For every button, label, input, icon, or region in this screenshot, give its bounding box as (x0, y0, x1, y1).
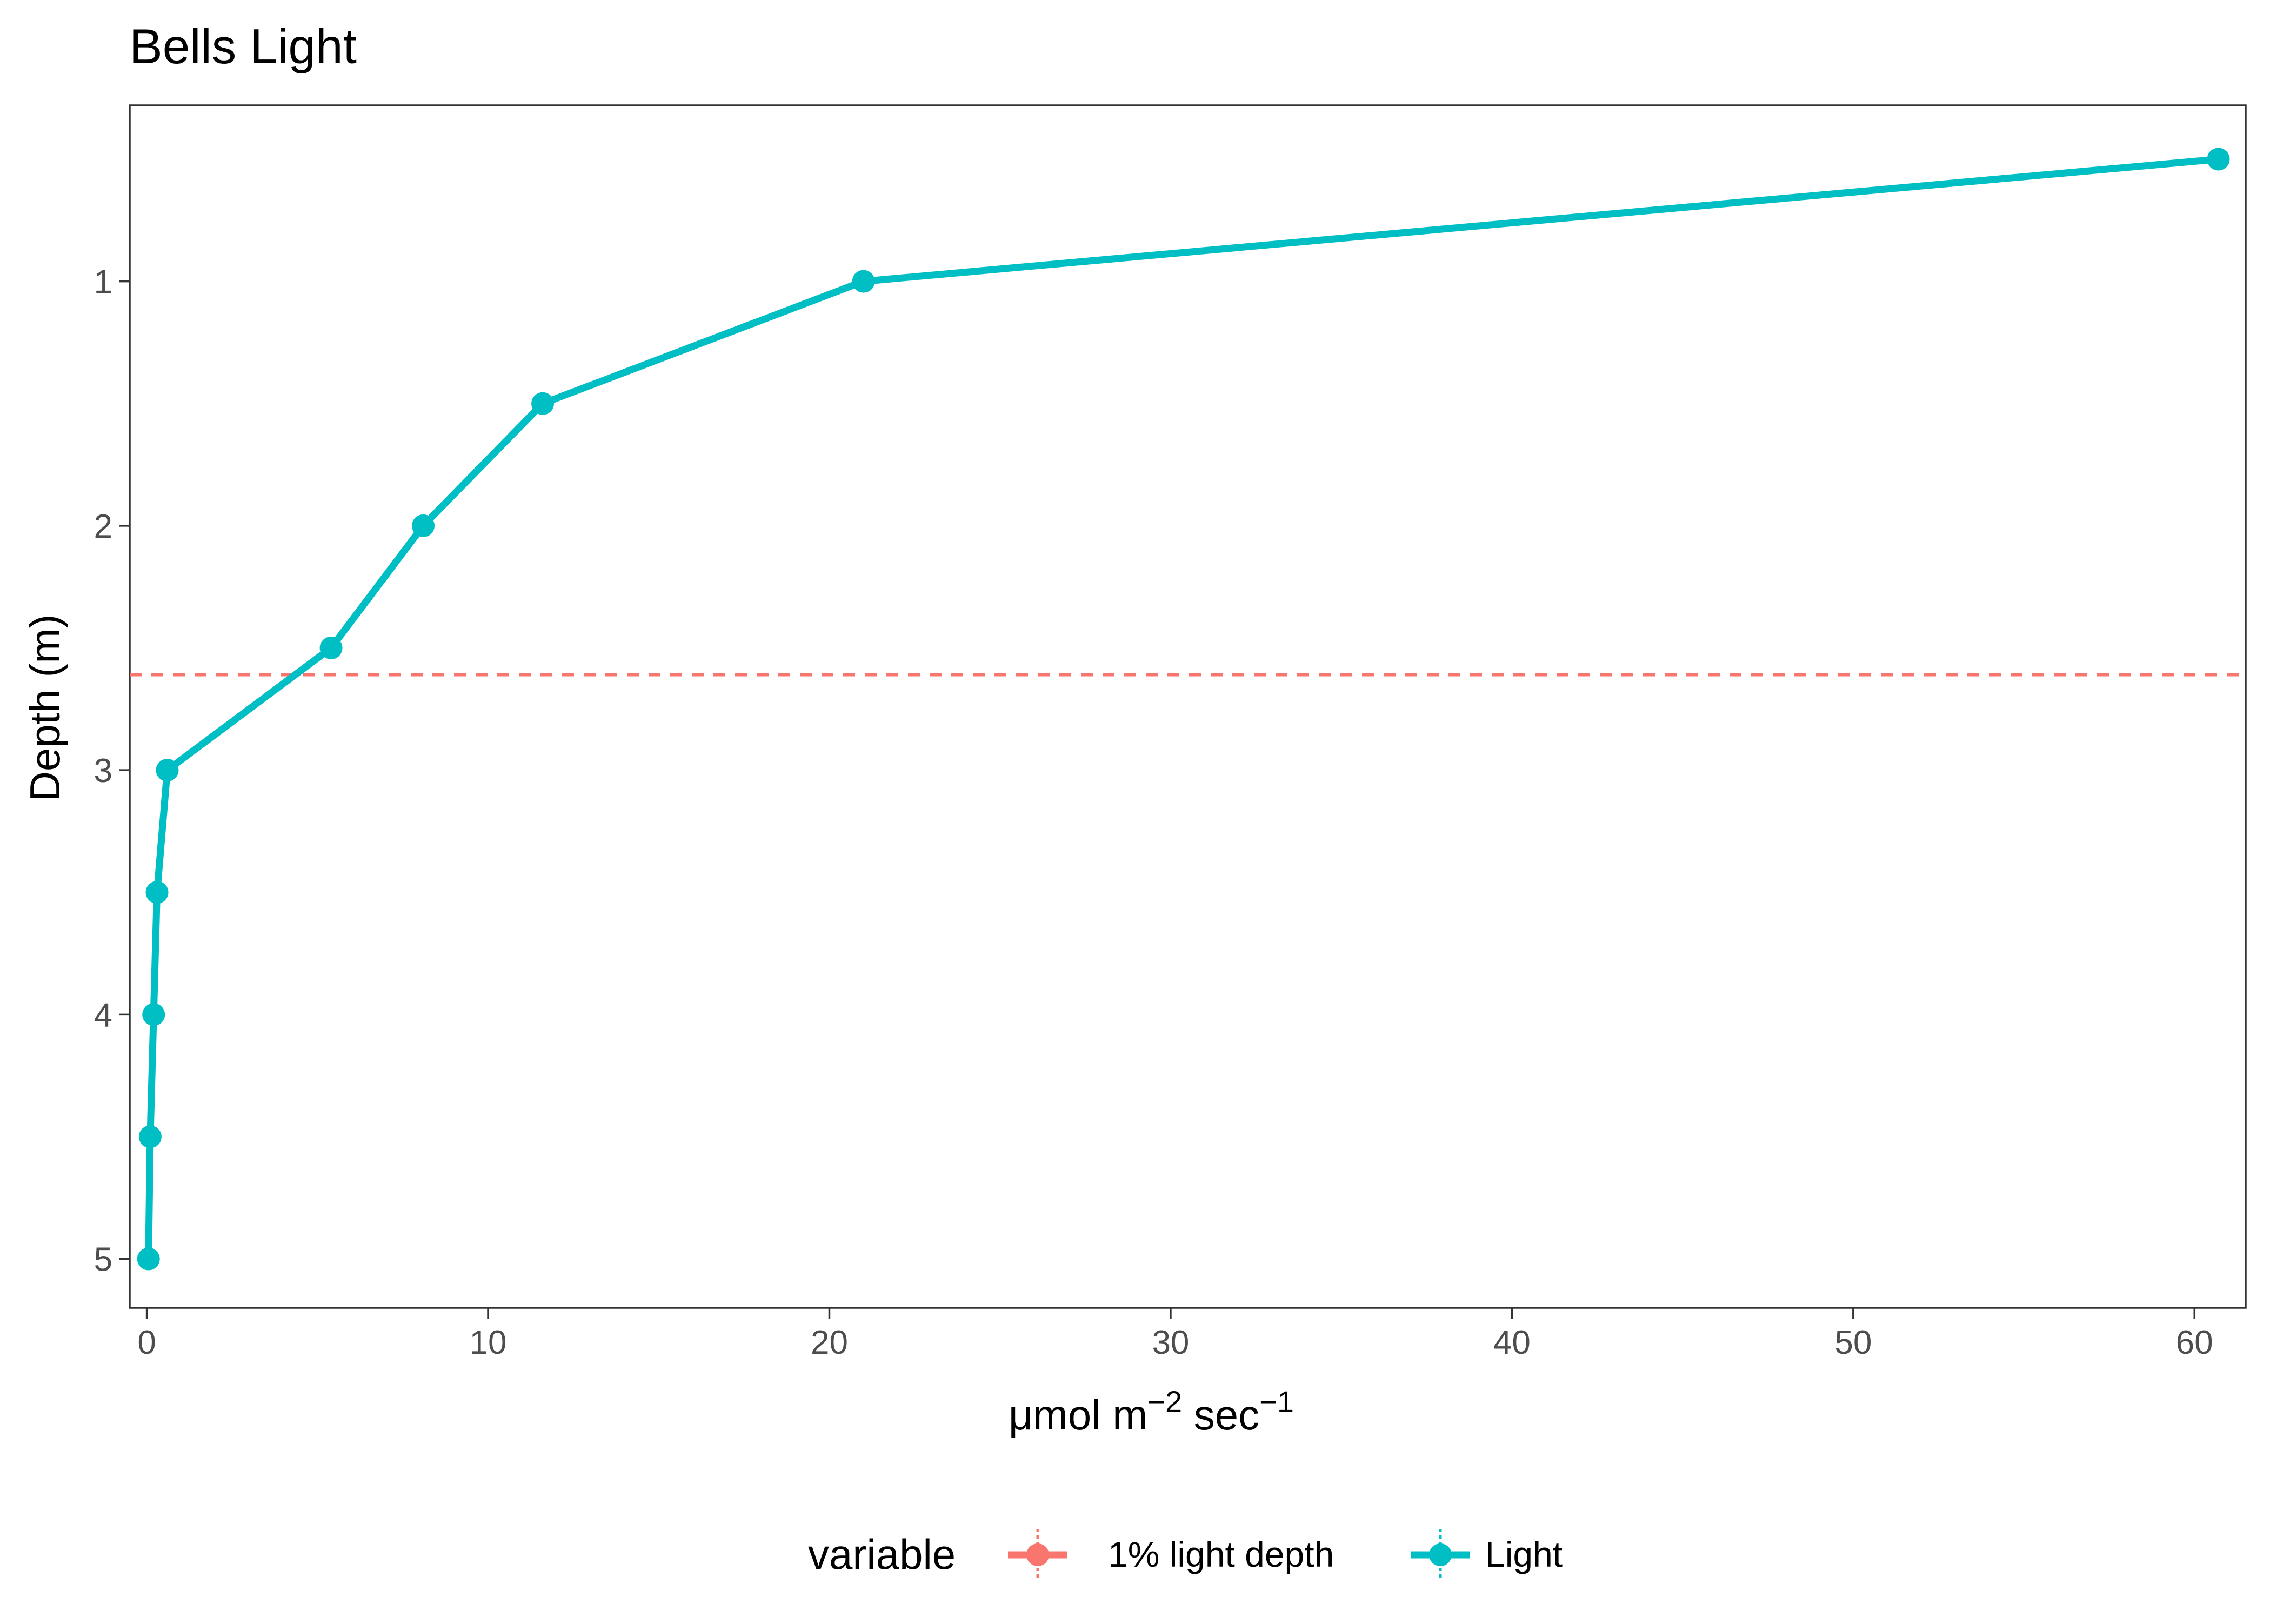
y-tick-label: 4 (94, 997, 112, 1034)
y-axis-label: Depth (m) (21, 614, 69, 802)
legend-key-point (1429, 1543, 1452, 1566)
y-tick-label: 1 (94, 264, 112, 301)
data-point (156, 759, 179, 782)
legend-item-label: Light (1485, 1534, 1563, 1574)
x-axis-label: μmol m−2 sec−1 (1009, 1385, 1294, 1439)
y-tick-label: 5 (94, 1241, 112, 1279)
series-line-light (145, 156, 2222, 1263)
data-point (531, 392, 555, 415)
plot-panel (129, 104, 2247, 1309)
legend-title: variable (808, 1531, 956, 1578)
data-point (852, 270, 875, 293)
data-point (145, 881, 169, 904)
x-tick-label: 0 (137, 1324, 156, 1361)
legend-item-label: 1% light depth (1108, 1534, 1334, 1574)
x-axis: 0 10 20 30 40 50 60 (137, 1308, 2213, 1361)
data-point (138, 1125, 162, 1148)
data-point (412, 514, 435, 537)
series-lines (145, 156, 2222, 1263)
x-tick-label: 30 (1152, 1324, 1189, 1361)
chart-title: Bells Light (130, 19, 357, 74)
x-axis-label-base: μmol m (1009, 1391, 1147, 1439)
legend-keys: 1% light depth Light (1008, 1529, 1563, 1581)
data-point (319, 636, 343, 659)
y-tick-label: 2 (94, 508, 112, 545)
data-point (2207, 148, 2230, 171)
legend-item: 1% light depth (1008, 1529, 1334, 1581)
data-point (137, 1247, 160, 1271)
legend-key-point (1026, 1543, 1049, 1566)
x-tick-label: 40 (1493, 1324, 1531, 1361)
x-axis-label-exponent-1: −2 (1147, 1385, 1182, 1419)
series-points (137, 148, 2230, 1271)
x-axis-label-exponent-2: −1 (1259, 1385, 1294, 1419)
y-tick-label: 3 (94, 752, 112, 790)
x-tick-label: 10 (470, 1324, 507, 1361)
x-axis-label-middle: sec (1182, 1391, 1259, 1439)
x-tick-label: 60 (2176, 1324, 2213, 1361)
y-axis: 1 2 3 4 5 (94, 264, 130, 1279)
data-point (142, 1003, 165, 1026)
x-tick-label: 50 (1834, 1324, 1872, 1361)
legend: variable 1% light depth Light (808, 1529, 1563, 1581)
x-tick-label: 20 (811, 1324, 848, 1361)
legend-item: Light (1411, 1529, 1563, 1581)
